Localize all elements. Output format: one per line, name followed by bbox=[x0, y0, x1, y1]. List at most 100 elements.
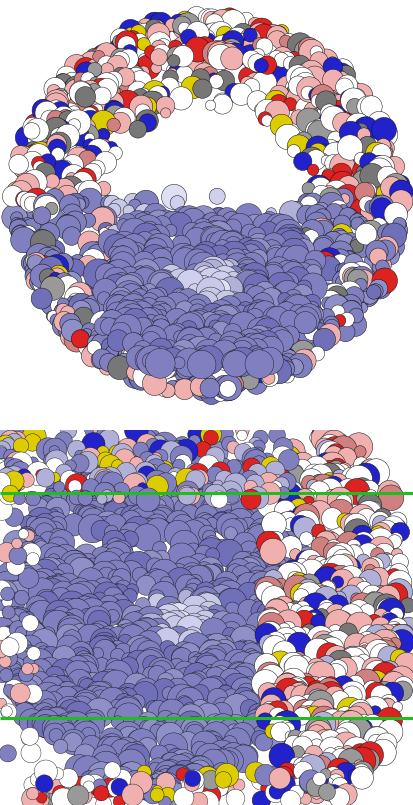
Circle shape bbox=[368, 248, 382, 262]
Circle shape bbox=[277, 272, 298, 294]
Circle shape bbox=[214, 275, 224, 285]
Circle shape bbox=[383, 197, 407, 221]
Circle shape bbox=[303, 706, 323, 726]
Circle shape bbox=[140, 473, 167, 501]
Circle shape bbox=[119, 68, 132, 81]
Circle shape bbox=[102, 258, 126, 283]
Circle shape bbox=[337, 463, 350, 476]
Circle shape bbox=[107, 330, 128, 351]
Circle shape bbox=[205, 100, 215, 110]
Circle shape bbox=[71, 171, 93, 194]
Circle shape bbox=[43, 438, 67, 462]
Circle shape bbox=[60, 423, 76, 439]
Circle shape bbox=[54, 74, 73, 93]
Circle shape bbox=[147, 658, 175, 684]
Circle shape bbox=[187, 454, 205, 473]
Circle shape bbox=[264, 656, 278, 670]
Circle shape bbox=[375, 183, 394, 202]
Circle shape bbox=[186, 353, 197, 363]
Circle shape bbox=[179, 755, 197, 773]
Circle shape bbox=[305, 320, 317, 332]
Circle shape bbox=[280, 56, 297, 73]
Circle shape bbox=[235, 745, 257, 767]
Circle shape bbox=[200, 457, 211, 468]
Circle shape bbox=[392, 702, 402, 712]
Circle shape bbox=[230, 642, 247, 659]
Circle shape bbox=[83, 259, 113, 289]
Circle shape bbox=[196, 328, 214, 346]
Circle shape bbox=[262, 641, 292, 670]
Circle shape bbox=[84, 550, 97, 563]
Circle shape bbox=[366, 662, 388, 684]
Circle shape bbox=[288, 559, 314, 585]
Circle shape bbox=[252, 497, 277, 522]
Circle shape bbox=[331, 576, 343, 588]
Circle shape bbox=[140, 230, 164, 255]
Circle shape bbox=[286, 326, 306, 346]
Circle shape bbox=[151, 432, 178, 459]
Circle shape bbox=[221, 436, 236, 451]
Circle shape bbox=[331, 63, 351, 83]
Circle shape bbox=[301, 338, 323, 360]
Circle shape bbox=[222, 673, 251, 703]
Circle shape bbox=[231, 658, 245, 673]
Circle shape bbox=[216, 375, 242, 400]
Circle shape bbox=[5, 452, 28, 474]
Circle shape bbox=[277, 623, 290, 635]
Circle shape bbox=[232, 273, 249, 291]
Circle shape bbox=[382, 248, 396, 263]
Circle shape bbox=[199, 736, 214, 750]
Circle shape bbox=[2, 466, 13, 477]
Circle shape bbox=[318, 192, 344, 218]
Circle shape bbox=[383, 203, 406, 226]
Circle shape bbox=[228, 353, 244, 369]
Circle shape bbox=[374, 553, 389, 569]
Circle shape bbox=[227, 266, 242, 282]
Circle shape bbox=[130, 25, 146, 40]
Circle shape bbox=[57, 591, 86, 620]
Circle shape bbox=[354, 217, 367, 229]
Circle shape bbox=[188, 252, 217, 281]
Circle shape bbox=[61, 164, 86, 189]
Circle shape bbox=[74, 301, 93, 320]
Circle shape bbox=[28, 518, 57, 547]
Circle shape bbox=[373, 196, 397, 221]
Circle shape bbox=[65, 473, 88, 497]
Circle shape bbox=[302, 347, 312, 357]
Circle shape bbox=[322, 473, 335, 486]
Circle shape bbox=[285, 696, 309, 720]
Circle shape bbox=[64, 55, 88, 79]
Circle shape bbox=[142, 469, 171, 499]
Circle shape bbox=[355, 617, 370, 634]
Circle shape bbox=[80, 150, 95, 165]
Circle shape bbox=[38, 716, 52, 729]
Circle shape bbox=[109, 361, 123, 374]
Circle shape bbox=[94, 482, 115, 503]
Circle shape bbox=[385, 621, 401, 638]
Circle shape bbox=[47, 537, 69, 559]
Circle shape bbox=[68, 57, 87, 76]
Circle shape bbox=[130, 479, 153, 503]
Circle shape bbox=[367, 233, 381, 246]
Circle shape bbox=[200, 382, 222, 404]
Circle shape bbox=[370, 630, 397, 657]
Circle shape bbox=[292, 708, 310, 725]
Circle shape bbox=[324, 101, 350, 126]
Circle shape bbox=[330, 488, 351, 508]
Circle shape bbox=[248, 654, 266, 671]
Circle shape bbox=[165, 277, 178, 290]
Circle shape bbox=[84, 133, 94, 143]
Circle shape bbox=[279, 35, 291, 47]
Circle shape bbox=[121, 291, 144, 315]
Circle shape bbox=[167, 354, 188, 376]
Circle shape bbox=[359, 604, 374, 619]
Circle shape bbox=[81, 345, 103, 367]
Circle shape bbox=[109, 285, 129, 304]
Circle shape bbox=[188, 283, 201, 297]
Circle shape bbox=[179, 520, 206, 547]
Circle shape bbox=[76, 624, 104, 651]
Circle shape bbox=[357, 224, 372, 238]
Circle shape bbox=[267, 337, 284, 354]
Circle shape bbox=[218, 685, 231, 698]
Circle shape bbox=[288, 76, 307, 96]
